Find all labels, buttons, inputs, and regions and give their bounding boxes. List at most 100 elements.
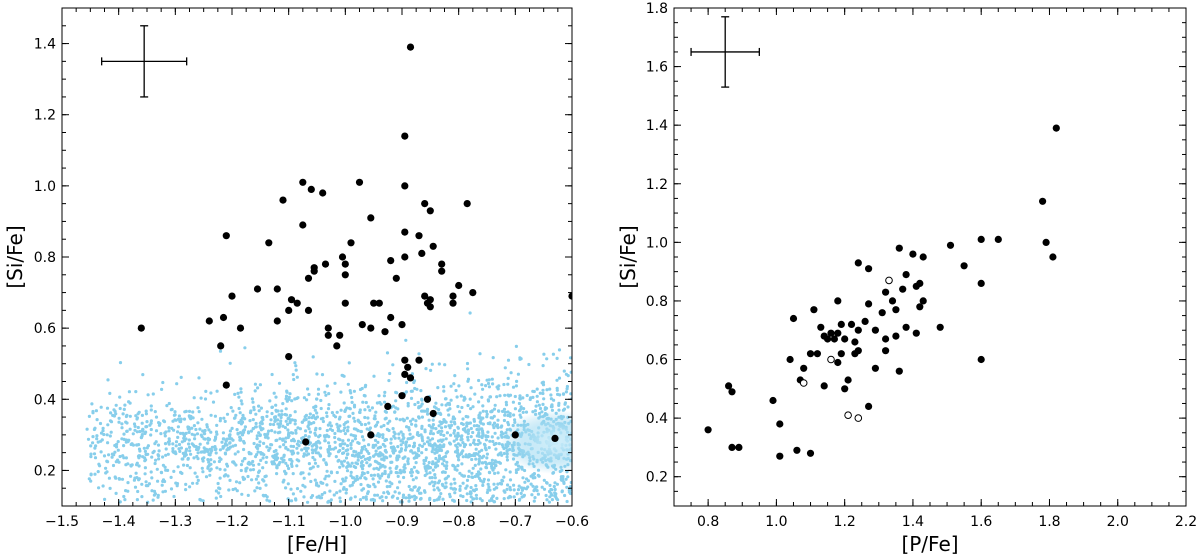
field-star — [352, 449, 356, 453]
field-star — [398, 450, 402, 454]
field-star — [210, 445, 214, 449]
field-star — [360, 422, 364, 427]
field-star — [255, 437, 259, 441]
field-star — [253, 389, 257, 393]
field-star — [156, 453, 160, 457]
field-star — [440, 426, 444, 430]
field-star — [315, 440, 319, 444]
data-point — [919, 297, 927, 305]
field-star — [495, 496, 499, 500]
field-star — [193, 433, 197, 437]
field-star — [467, 469, 471, 473]
field-star — [466, 415, 470, 419]
field-star — [487, 385, 491, 389]
field-star — [163, 431, 167, 435]
field-star — [344, 421, 348, 425]
field-star — [412, 465, 416, 469]
field-star — [310, 444, 314, 448]
field-star — [455, 448, 460, 452]
field-star — [367, 443, 371, 447]
field-star — [322, 434, 327, 438]
field-star — [460, 405, 464, 410]
field-star — [184, 431, 188, 435]
field-star — [399, 447, 404, 451]
field-star — [91, 435, 95, 439]
field-star — [370, 406, 374, 410]
field-star — [117, 460, 121, 464]
field-star — [536, 473, 540, 477]
field-star — [317, 494, 321, 498]
field-star — [494, 463, 498, 468]
x-tick-label: 1.6 — [970, 514, 992, 530]
data-point — [421, 292, 429, 300]
field-star — [439, 432, 443, 436]
field-star — [361, 471, 365, 475]
field-star — [319, 446, 323, 450]
field-star — [401, 437, 405, 441]
field-star — [414, 461, 418, 465]
field-star — [277, 381, 282, 385]
field-star — [151, 451, 155, 455]
field-star — [330, 428, 335, 433]
field-star — [145, 425, 149, 429]
data-point — [367, 214, 375, 222]
field-star — [133, 476, 137, 480]
data-point — [568, 292, 572, 300]
field-star — [517, 484, 521, 488]
field-star — [120, 422, 124, 426]
field-star — [363, 408, 367, 412]
field-star — [274, 408, 278, 412]
field-star — [278, 422, 283, 426]
field-star — [491, 356, 495, 360]
data-point — [806, 350, 815, 358]
field-star — [231, 409, 235, 413]
field-star — [380, 474, 384, 478]
field-star — [492, 426, 496, 430]
field-star — [159, 432, 163, 436]
field-star — [228, 361, 232, 365]
field-star — [428, 498, 432, 502]
field-star — [488, 395, 493, 399]
field-star — [520, 486, 524, 490]
field-star — [414, 423, 418, 427]
field-star — [289, 449, 293, 453]
field-star — [335, 470, 339, 475]
field-star — [481, 387, 485, 391]
field-star — [149, 404, 153, 408]
field-star — [351, 476, 355, 480]
field-star — [171, 442, 175, 446]
field-star — [382, 455, 386, 460]
field-star — [275, 472, 279, 476]
data-point — [820, 382, 828, 390]
field-star — [404, 440, 409, 444]
field-star — [269, 418, 273, 422]
field-star — [261, 478, 265, 482]
field-star — [529, 482, 533, 486]
field-star — [207, 463, 211, 467]
field-star — [552, 484, 556, 489]
field-star — [227, 447, 231, 451]
field-star — [479, 467, 483, 471]
field-star — [506, 410, 510, 414]
field-star — [125, 413, 129, 417]
field-star — [363, 415, 367, 420]
field-star — [384, 495, 388, 499]
field-star — [155, 467, 159, 471]
field-star — [323, 477, 327, 481]
field-star — [477, 462, 481, 466]
field-star — [492, 407, 497, 411]
field-star — [424, 456, 428, 460]
field-star — [477, 434, 481, 438]
field-star — [332, 493, 336, 497]
field-star — [135, 417, 139, 421]
field-star — [163, 442, 168, 446]
field-star — [352, 416, 356, 420]
field-star — [534, 404, 538, 408]
field-star — [217, 459, 221, 464]
field-star — [506, 413, 510, 418]
data-point — [336, 331, 344, 339]
field-star — [176, 465, 180, 469]
field-star — [500, 478, 504, 482]
field-star — [298, 427, 302, 431]
field-star — [129, 474, 133, 478]
